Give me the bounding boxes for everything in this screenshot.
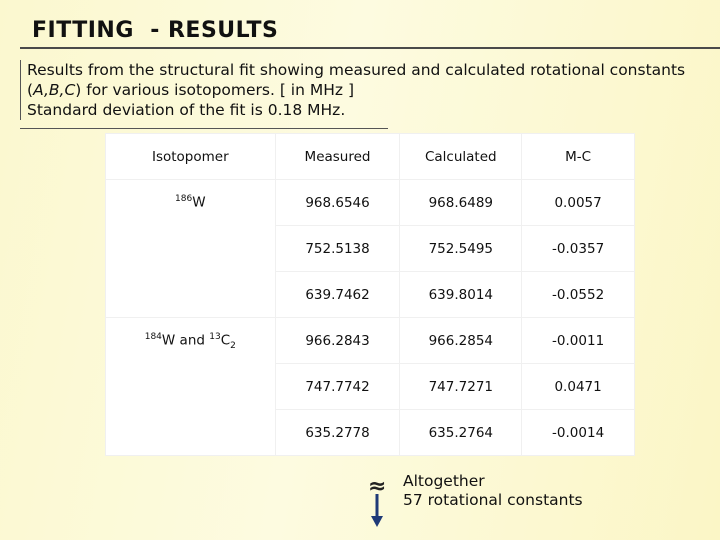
isotopomer-label: W <box>192 194 206 211</box>
description-text: Results from the structural fit showing … <box>27 61 686 99</box>
isotopomer-cell: 184W and 13C2 <box>105 317 276 456</box>
note-line: 57 rotational constants <box>403 491 583 509</box>
isotopomer-label: 186 <box>175 194 193 204</box>
isotopomer-label: C <box>220 332 231 349</box>
isotopomer-label: 184 <box>144 332 162 342</box>
description: Results from the structural fit showing … <box>20 60 687 120</box>
header-row: Isotopomer Measured Calculated M-C <box>105 133 635 180</box>
value-cell: 639.8014 <box>399 271 523 318</box>
down-arrow <box>371 494 383 527</box>
value-cell: 752.5495 <box>399 225 523 272</box>
value-cell: 635.2764 <box>399 409 523 456</box>
data-row: 186W 968.6546 968.6489 0.0057 <box>105 179 635 318</box>
description-text: Standard deviation of the fit is 0.18 MH… <box>27 101 346 119</box>
value-cell: -0.0552 <box>521 271 635 318</box>
data-row: 752.5138 752.5495 -0.0357 <box>106 225 635 272</box>
value-cell: -0.0014 <box>521 409 635 456</box>
header-cell: Measured <box>274 133 401 180</box>
value-cell: 635.2778 <box>274 409 401 456</box>
value-cell: 639.7462 <box>274 271 401 318</box>
value-cell: 752.5138 <box>274 225 401 272</box>
isotopomer-label: 13 <box>209 332 221 342</box>
isotopomer-cell: 186W <box>105 179 276 318</box>
isotopomer-label: 2 <box>230 341 236 352</box>
value-cell: -0.0011 <box>521 317 635 364</box>
note: Altogether 57 rotational constants <box>403 472 583 510</box>
value-cell: 0.0471 <box>521 363 635 410</box>
slide-title: FITTING - RESULTS <box>32 18 279 43</box>
header-cell: M-C <box>521 133 635 180</box>
value-cell: -0.0357 <box>521 225 635 272</box>
value-cell: 0.0057 <box>521 179 635 226</box>
note-line: Altogether <box>403 472 485 490</box>
data-row: 639.7462 639.8014 -0.0552 <box>106 271 635 318</box>
value-cell: 747.7742 <box>274 363 401 410</box>
value-cell: 968.6489 <box>399 179 523 226</box>
value-cell: 966.2843 <box>274 317 401 364</box>
data-row: 635.2778 635.2764 -0.0014 <box>106 409 635 456</box>
description-italic: A,B,C <box>33 81 76 99</box>
title-rule <box>20 47 720 49</box>
value-cell: 966.2854 <box>399 317 523 364</box>
approx-symbol: ≈ <box>368 474 387 499</box>
results-table: Isotopomer Measured Calculated M-C 186W 9… <box>105 133 635 456</box>
header-cell: Isotopomer <box>105 133 276 180</box>
table-body: Isotopomer Measured Calculated M-C 186W 9… <box>105 133 635 456</box>
header-cell: Calculated <box>399 133 523 180</box>
value-cell: 968.6546 <box>274 179 401 226</box>
description-border <box>20 128 388 129</box>
data-row: 184W and 13C2 966.2843 966.2854 -0.0011 <box>105 317 635 456</box>
value-cell: 747.7271 <box>399 363 523 410</box>
description-text: ) for various isotopomers. [ in MHz ] <box>75 81 354 99</box>
isotopomer-label: W and <box>161 332 210 349</box>
